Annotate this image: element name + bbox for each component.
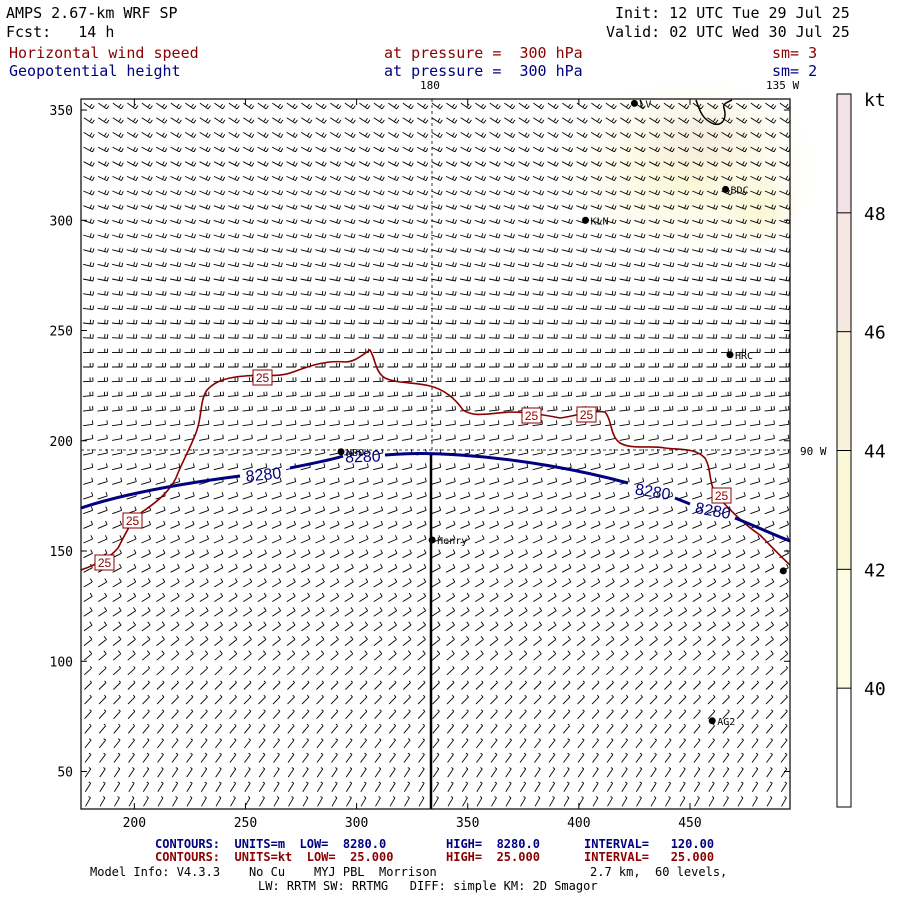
colorbar-label: 40 [864, 679, 886, 700]
x-tick-label: 400 [567, 816, 590, 831]
height-label: 8280 [694, 500, 732, 523]
speed-label: 25 [525, 409, 539, 423]
field-geopotential-smooth: sm= 2 [772, 62, 818, 80]
station: HRC [726, 351, 753, 362]
model-info: Model Info: V4.3.3 No Cu MYJ PBL Morriso… [90, 865, 437, 879]
y-tick-label: 250 [50, 325, 73, 340]
field-geopotential-level: at pressure = 300 hPa [384, 62, 583, 80]
map-frame [80, 98, 791, 810]
height-label: 8280 [634, 481, 672, 503]
x-tick-label: 300 [345, 816, 368, 831]
model-title: AMPS 2.67-km WRF SP [6, 4, 178, 22]
colorbar-label: 46 [864, 323, 886, 344]
colorbar-bin [837, 450, 851, 570]
model-physics: LW: RRTM SW: RRTMG DIFF: simple KM: 2D S… [258, 879, 598, 893]
station-name: KLN [591, 216, 609, 227]
colorbar-bin [837, 331, 851, 451]
station-dot [779, 567, 787, 575]
field-geopotential: Geopotential height [9, 62, 181, 80]
height-contour-labels: 8280 8280 8280 8280 [245, 448, 732, 523]
station: AG2 [708, 717, 735, 728]
x-tick-label: 250 [234, 816, 257, 831]
y-tick-label: 300 [50, 214, 73, 229]
colorbar-bin [837, 212, 851, 333]
wind-barb-field [82, 102, 791, 807]
x-tick-label: 450 [678, 816, 701, 831]
station-dot [722, 185, 730, 193]
stations: LV BDC KLN HRC NBO Henry AG2 [337, 99, 787, 728]
speed-label: 25 [580, 408, 594, 422]
y-tick-label: 50 [57, 766, 73, 781]
init-time: Init: 12 UTC Tue 29 Jul 25 [615, 4, 850, 22]
wind-barbs [82, 102, 791, 807]
colorbar: kt 48 46 44 42 40 [836, 90, 886, 808]
contours-speed-info: CONTOURS: UNITS=kt LOW= 25.000 [155, 850, 394, 864]
contours-height-interval: INTERVAL= 120.00 [584, 837, 715, 851]
speed-label: 25 [256, 371, 270, 385]
colorbar-label: 44 [864, 442, 886, 463]
forecast-hour: Fcst: 14 h [6, 23, 115, 41]
model-levels: 2.7 km, 60 levels, [590, 865, 728, 879]
station-dot [708, 717, 716, 725]
station-name: NBO [346, 448, 364, 459]
colorbar-unit: kt [864, 90, 886, 111]
station: KLN [582, 216, 609, 227]
y-tick-label: 200 [50, 435, 73, 450]
height-label: 8280 [245, 465, 282, 486]
colorbar-bin [837, 688, 851, 808]
x-tick-label: 200 [123, 816, 146, 831]
station-name: HRC [735, 351, 753, 362]
contours-speed-high: HIGH= 25.000 [446, 850, 540, 864]
speed-label: 25 [715, 489, 729, 503]
speed-contour-labels: 25 25 25 25 25 25 [94, 369, 732, 571]
height-label: 8280 [345, 448, 381, 466]
station: Henry [428, 536, 467, 547]
field-wind-speed: Horizontal wind speed [9, 44, 199, 62]
station-dot [428, 536, 436, 544]
station-dot [582, 216, 590, 224]
height-contour-8280 [80, 452, 791, 543]
y-tick-label: 350 [50, 104, 73, 119]
contours-speed-interval: INTERVAL= 25.000 [584, 850, 715, 864]
station-name: BDC [731, 185, 749, 196]
colorbar-label: 42 [864, 560, 886, 581]
station [779, 567, 787, 575]
field-wind-smooth: sm= 3 [772, 44, 818, 62]
station-name: AG2 [717, 717, 735, 728]
right-lat-label: 90 W [800, 445, 827, 458]
valid-time: Valid: 02 UTC Wed 30 Jul 25 [606, 23, 850, 41]
y-tick-label: 150 [50, 545, 73, 560]
station: LV [630, 99, 651, 110]
grid-lines [81, 99, 790, 451]
speed-contour-25 [80, 348, 791, 571]
top-right-lon-label: 135 W [766, 79, 800, 92]
x-tick-label: 350 [456, 816, 479, 831]
station-dot [726, 351, 734, 359]
coastline [639, 99, 733, 126]
y-tick-label: 100 [50, 655, 73, 670]
top-lon-label: 180 [420, 79, 440, 92]
station-name: Henry [437, 536, 467, 547]
colorbar-bin [837, 94, 851, 214]
station-dot [630, 99, 638, 107]
speed-label: 25 [98, 556, 112, 570]
wind-speed-shading [560, 80, 820, 260]
station: NBO [337, 448, 364, 459]
colorbar-label: 48 [864, 204, 886, 225]
station-dot [337, 448, 345, 456]
field-wind-level: at pressure = 300 hPa [384, 44, 583, 62]
colorbar-bin [837, 569, 851, 689]
station-name: LV [639, 99, 651, 110]
station: BDC [722, 185, 749, 196]
contours-height-info: CONTOURS: UNITS=m LOW= 8280.0 [155, 837, 387, 851]
speed-label: 25 [126, 514, 140, 528]
contours-height-high: HIGH= 8280.0 [446, 837, 540, 851]
axis-ticks: 350 300 250 200 150 100 50 200 250 300 350 400 450 [50, 99, 790, 831]
